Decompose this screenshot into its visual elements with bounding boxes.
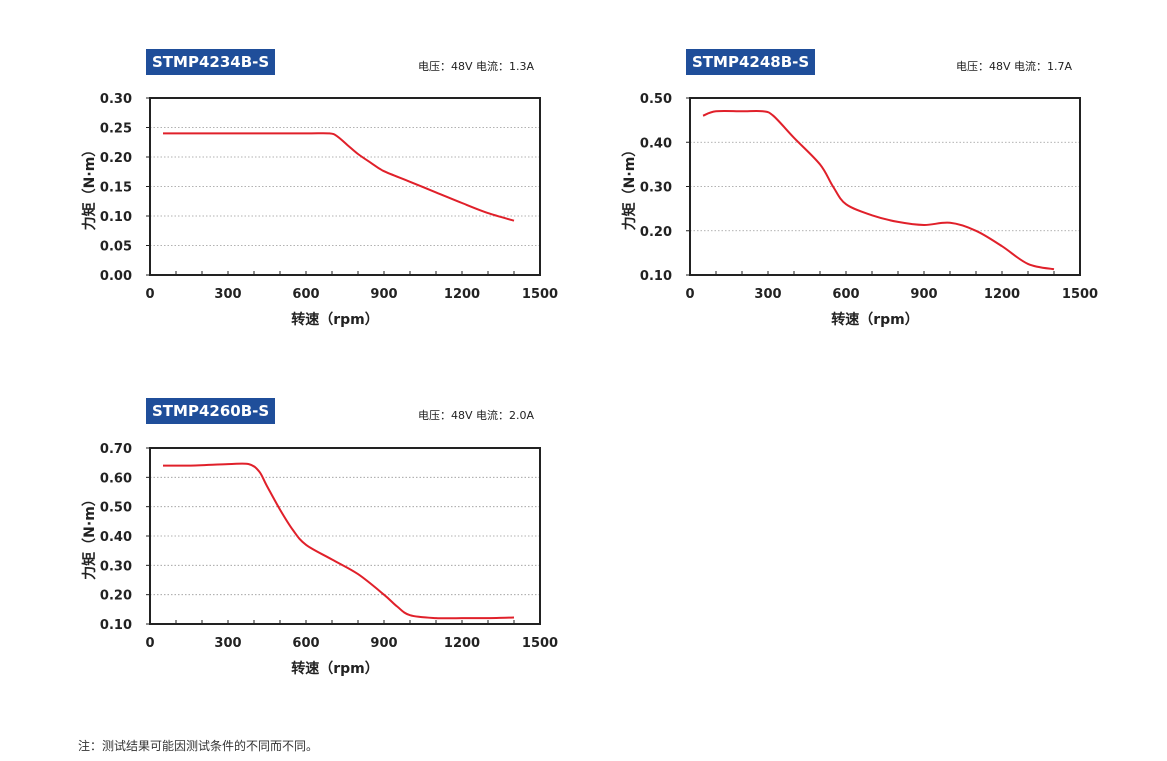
torque-speed-chart: 0.10 0.20 0.30 0.40 0.50 0.60 0.70 0 300 600 900 12… <box>81 442 558 677</box>
x-tick-label: 600 <box>292 287 319 302</box>
x-tick-label: 1500 <box>522 287 558 302</box>
y-tick-label: 0.10 <box>100 618 132 633</box>
y-tick-label: 0.40 <box>640 136 672 151</box>
x-tick-label: 600 <box>832 287 859 302</box>
y-tick-label: 0.20 <box>100 151 132 166</box>
x-tick-label: 300 <box>214 287 241 302</box>
plot-frame <box>149 447 541 625</box>
x-tick-label: 300 <box>754 287 781 302</box>
y-tick-label: 0.10 <box>640 269 672 284</box>
y-tick-label: 0.10 <box>100 210 132 225</box>
y-tick-label: 0.00 <box>100 269 132 284</box>
x-tick-label: 1500 <box>1062 287 1098 302</box>
x-tick-label: 600 <box>292 636 319 651</box>
spec-text: 电压：48V 电流：1.7A <box>956 60 1073 73</box>
y-tick-label: 0.30 <box>100 92 132 107</box>
y-tick-label: 0.05 <box>100 240 132 255</box>
x-axis-title: 转速（rpm） <box>831 311 919 328</box>
plot-frame <box>149 97 541 276</box>
x-tick-label: 900 <box>370 636 397 651</box>
torque-speed-chart: 0.00 0.05 0.10 0.15 0.20 0.25 0.30 0 300 600 900 12… <box>81 92 558 328</box>
series-line <box>702 109 1055 271</box>
x-tick-label: 0 <box>145 636 154 651</box>
x-axis-title: 转速（rpm） <box>291 660 379 677</box>
model-badge: STMP4260B-S <box>146 398 276 424</box>
y-axis-title: 力矩（N·m） <box>621 143 638 231</box>
y-tick-label: 0.25 <box>100 122 132 137</box>
model-badge: STMP4248B-S <box>686 49 816 75</box>
series-line <box>162 462 515 620</box>
plot-frame <box>689 97 1081 276</box>
y-tick-label: 0.50 <box>100 501 132 516</box>
y-tick-label: 0.70 <box>100 442 132 457</box>
y-tick-label: 0.20 <box>100 589 132 604</box>
x-tick-label: 1500 <box>522 636 558 651</box>
x-tick-label: 1200 <box>984 287 1020 302</box>
y-tick-label: 0.20 <box>640 225 672 240</box>
series-line <box>163 132 515 222</box>
x-tick-label: 900 <box>370 287 397 302</box>
x-tick-label: 900 <box>910 287 937 302</box>
y-tick-label: 0.30 <box>100 559 132 574</box>
y-tick-label: 0.40 <box>100 530 132 545</box>
x-tick-label: 1200 <box>444 636 480 651</box>
y-tick-label: 0.60 <box>100 471 132 486</box>
x-tick-label: 0 <box>685 287 694 302</box>
x-tick-label: 0 <box>145 287 154 302</box>
model-badge: STMP4234B-S <box>146 49 276 75</box>
torque-speed-chart: 0.10 0.20 0.30 0.40 0.50 0 300 600 900 1200 1500 转速… <box>621 92 1098 328</box>
y-axis-title: 力矩（N·m） <box>81 143 98 231</box>
x-axis-title: 转速（rpm） <box>291 311 379 328</box>
spec-text: 电压：48V 电流：1.3A <box>418 60 535 73</box>
y-tick-label: 0.15 <box>100 181 132 196</box>
footnote: 注：测试结果可能因测试条件的不同而不同。 <box>78 739 319 753</box>
spec-text: 电压：48V 电流：2.0A <box>418 409 535 422</box>
y-tick-label: 0.30 <box>640 181 672 196</box>
x-tick-label: 300 <box>214 636 241 651</box>
x-tick-label: 1200 <box>444 287 480 302</box>
y-axis-title: 力矩（N·m） <box>81 492 98 580</box>
y-tick-label: 0.50 <box>640 92 672 107</box>
